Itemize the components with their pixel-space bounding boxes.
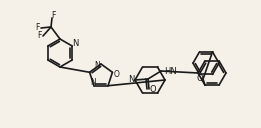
Text: O: O	[150, 84, 156, 93]
Text: O: O	[114, 70, 119, 79]
Text: N: N	[94, 61, 100, 71]
Text: N: N	[72, 40, 78, 49]
Text: F: F	[51, 10, 55, 19]
Text: N: N	[90, 78, 96, 87]
Text: O: O	[197, 74, 203, 83]
Text: F: F	[35, 24, 39, 33]
Text: N: N	[128, 76, 134, 84]
Text: F: F	[37, 31, 41, 40]
Text: HN: HN	[164, 67, 177, 76]
